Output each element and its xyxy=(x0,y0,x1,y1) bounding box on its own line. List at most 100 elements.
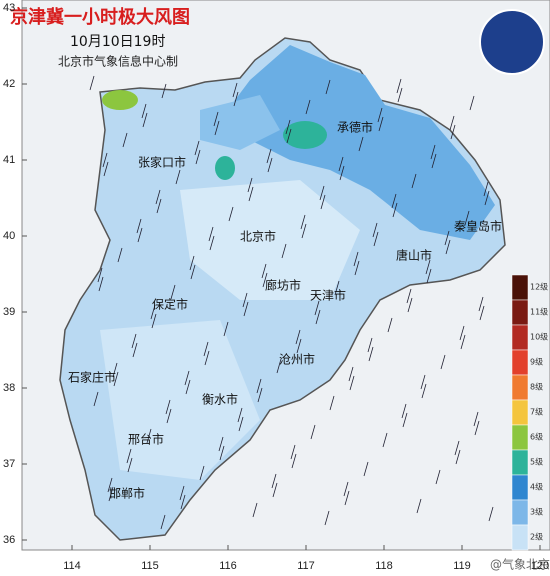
wind-barb xyxy=(378,116,384,132)
wind-barb xyxy=(396,78,402,94)
wind-barb xyxy=(97,267,103,283)
wind-barb xyxy=(242,292,248,308)
wind-barb xyxy=(324,510,330,526)
wind-barb xyxy=(310,424,316,440)
wind-barb xyxy=(445,239,451,255)
wind-barb xyxy=(392,202,398,218)
wind-barb xyxy=(401,403,407,419)
lon-tick-label: 119 xyxy=(453,560,471,572)
wind-barb xyxy=(195,149,201,165)
wind-barb xyxy=(108,486,114,502)
city-label: 秦皇岛市 xyxy=(454,219,502,234)
wind-barb xyxy=(127,457,133,473)
legend-swatch xyxy=(511,374,529,401)
wind-barb xyxy=(421,383,427,399)
wind-barb xyxy=(368,346,374,362)
logo xyxy=(479,9,545,75)
wind-barb xyxy=(455,449,461,465)
legend-swatch xyxy=(511,449,529,476)
wind-barb xyxy=(464,210,470,226)
wind-barb xyxy=(474,420,480,436)
wind-barb xyxy=(146,428,152,444)
wind-barb xyxy=(184,370,190,386)
wind-area-2 xyxy=(180,180,360,300)
wind-barb xyxy=(256,378,262,394)
wind-barb xyxy=(444,230,450,246)
producer: 北京市气象信息中心制 xyxy=(58,54,178,69)
city-label: 承德市 xyxy=(337,120,373,135)
wind-barb xyxy=(426,268,432,284)
wind-barb xyxy=(208,226,214,242)
wind-barb xyxy=(247,177,253,193)
wind-barb xyxy=(122,132,128,148)
legend-label: 3级 xyxy=(530,507,543,517)
legend-label: 9级 xyxy=(530,357,543,367)
wind-barb xyxy=(407,297,413,313)
wind-barb xyxy=(281,243,287,259)
wind-barb xyxy=(435,469,441,485)
wind-barb xyxy=(243,301,249,317)
legend-swatch xyxy=(511,324,529,351)
wind-barb xyxy=(353,251,359,267)
wind-barb xyxy=(382,432,388,448)
wind-barb xyxy=(372,222,378,238)
wind-barb xyxy=(165,399,171,415)
wind-barb xyxy=(142,112,148,128)
legend-label: 4级 xyxy=(530,482,543,492)
wind-barb xyxy=(367,337,373,353)
wind-barb xyxy=(473,411,479,427)
wind-barb xyxy=(314,300,320,316)
city-label: 邯郸市 xyxy=(109,486,145,501)
wind-barb xyxy=(349,375,355,391)
wind-barb xyxy=(373,231,379,247)
wind-barb xyxy=(315,309,321,325)
wind-barb xyxy=(420,374,426,390)
lat-tick-label: 38 xyxy=(3,382,15,394)
wind-area-5 xyxy=(283,121,327,149)
wind-barb xyxy=(203,341,209,357)
city-label: 天津市 xyxy=(310,288,346,303)
wind-barb xyxy=(237,407,243,423)
wind-barb xyxy=(343,481,349,497)
wind-barb xyxy=(261,263,267,279)
wind-barb xyxy=(166,408,172,424)
wind-barb xyxy=(132,342,138,358)
wind-barb xyxy=(450,124,456,140)
legend-label: 12级 xyxy=(530,282,548,292)
wind-barb xyxy=(272,482,278,498)
title: 京津冀一小时极大风图 xyxy=(10,6,190,28)
wind-barb xyxy=(290,444,296,460)
wind-barb xyxy=(185,379,191,395)
wind-barb xyxy=(305,99,311,115)
wind-barb xyxy=(194,140,200,156)
wind-barb xyxy=(175,169,181,185)
wind-barb xyxy=(204,350,210,366)
wind-barb xyxy=(131,333,137,349)
wind-barb xyxy=(329,395,335,411)
wind-barb xyxy=(223,321,229,337)
legend-label: 5级 xyxy=(530,457,543,467)
legend-swatch xyxy=(511,274,529,301)
wind-barb xyxy=(483,181,489,197)
wind-barb xyxy=(286,128,292,144)
city-label: 保定市 xyxy=(152,297,188,312)
wind-barb xyxy=(98,276,104,292)
wind-barb xyxy=(295,329,301,345)
legend-label: 11级 xyxy=(530,307,548,317)
wind-barb xyxy=(112,362,118,378)
wind-barb xyxy=(266,148,272,164)
legend-swatch xyxy=(511,474,529,501)
wind-barb xyxy=(238,416,244,432)
wind-barb xyxy=(151,313,157,329)
wind-area-2 xyxy=(100,320,260,480)
wind-barb xyxy=(479,305,485,321)
city-label: 衡水市 xyxy=(202,392,238,407)
wind-barb xyxy=(141,103,147,119)
wind-barb xyxy=(271,473,277,489)
city-label: 唐山市 xyxy=(396,248,432,263)
city-label: 北京市 xyxy=(240,229,276,244)
wind-barb xyxy=(484,190,490,206)
wind-barb xyxy=(334,280,340,296)
wind-barb xyxy=(449,115,455,131)
